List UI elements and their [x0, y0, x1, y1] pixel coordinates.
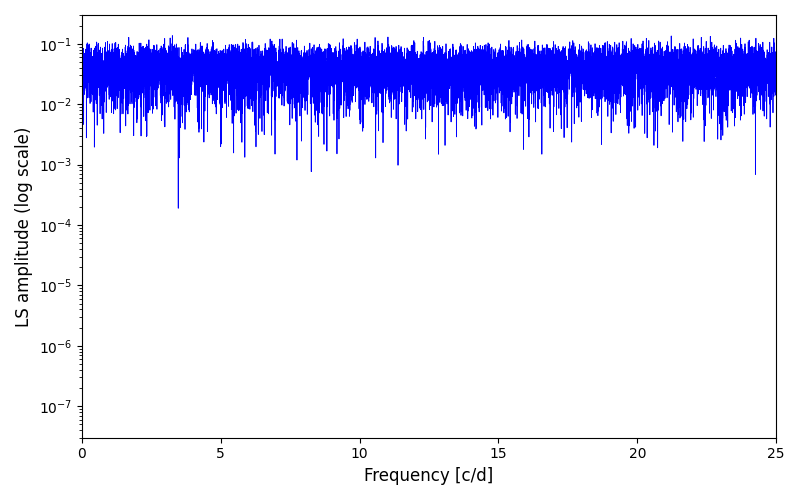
Y-axis label: LS amplitude (log scale): LS amplitude (log scale)	[15, 126, 33, 326]
X-axis label: Frequency [c/d]: Frequency [c/d]	[364, 467, 494, 485]
